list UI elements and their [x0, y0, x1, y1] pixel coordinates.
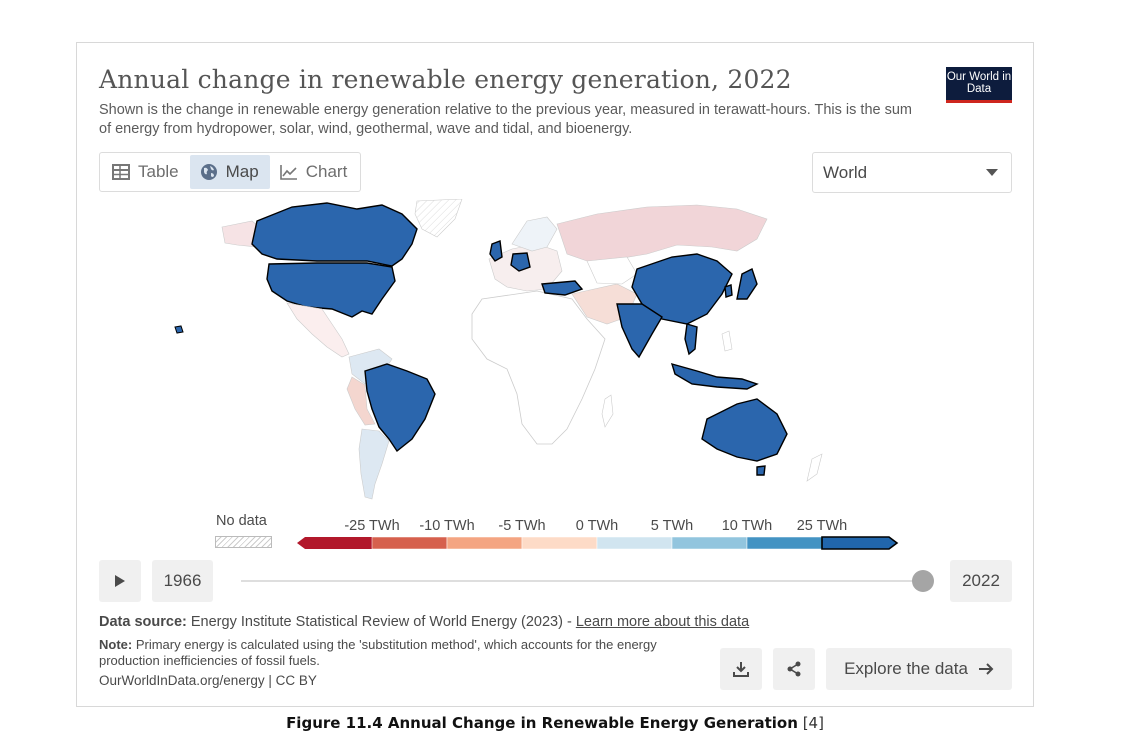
timeline-handle[interactable]	[912, 570, 934, 592]
chart-subtitle: Shown is the change in renewable energy …	[99, 102, 912, 137]
map-australia[interactable]	[701, 398, 788, 462]
map-india[interactable]	[616, 303, 663, 359]
timeline-start-year[interactable]: 1966	[152, 560, 213, 602]
tab-map-label: Map	[225, 162, 259, 181]
legend-no-data-label: No data	[216, 513, 267, 529]
learn-more-link[interactable]: Learn more about this data	[575, 614, 750, 630]
map-japan[interactable]	[736, 268, 758, 300]
chart-title: Annual change in renewable energy genera…	[99, 65, 792, 94]
tab-chart[interactable]: Chart	[270, 155, 359, 189]
map-korea[interactable]	[724, 284, 733, 298]
map-brazil[interactable]	[364, 363, 436, 453]
caption-reference: [4]	[802, 714, 824, 732]
map-central-asia[interactable]	[586, 256, 638, 285]
source-text: Energy Institute Statistical Review of W…	[190, 614, 576, 630]
legend-bin[interactable]	[446, 536, 523, 550]
timeline-track[interactable]	[241, 580, 925, 582]
map-usa[interactable]	[266, 262, 396, 318]
timeline-end-year[interactable]: 2022	[950, 560, 1012, 602]
chevron-down-icon	[986, 169, 998, 176]
map-scandinavia[interactable]	[511, 216, 558, 252]
region-select[interactable]: World	[812, 152, 1012, 193]
legend-tick-label: -5 TWh	[498, 518, 545, 534]
timeline: 1966 2022	[99, 560, 1012, 602]
caption-text: Figure 11.4 Annual Change in Renewable E…	[286, 714, 798, 732]
map-greenland[interactable]	[414, 199, 463, 238]
map-vietnam[interactable]	[684, 323, 698, 356]
legend-tick-label: 10 TWh	[722, 518, 773, 534]
map-germany[interactable]	[510, 252, 531, 272]
map-hawaii[interactable]	[174, 325, 184, 334]
legend-tick-label: -25 TWh	[344, 518, 399, 534]
legend-tick-label: 0 TWh	[576, 518, 618, 534]
legend-tick-label: -10 TWh	[419, 518, 474, 534]
note-label: Note:	[99, 637, 133, 652]
legend-bin[interactable]	[671, 536, 748, 550]
map-uk[interactable]	[489, 240, 503, 262]
map-indonesia[interactable]	[670, 362, 759, 390]
explore-label: Explore the data	[844, 659, 968, 678]
map-turkey[interactable]	[541, 280, 584, 296]
world-map[interactable]	[117, 199, 947, 509]
source-label: Data source:	[99, 614, 187, 630]
globe-icon	[200, 164, 217, 180]
tab-table-label: Table	[138, 162, 179, 181]
legend-bin[interactable]	[371, 536, 448, 550]
map-russia[interactable]	[556, 204, 768, 262]
table-icon	[112, 164, 130, 180]
data-source: Data source: Energy Institute Statistica…	[99, 614, 749, 630]
view-tabs: Table Map Chart	[99, 152, 362, 192]
figure-caption: Figure 11.4 Annual Change in Renewable E…	[0, 714, 1110, 732]
download-icon	[733, 662, 749, 677]
map-new-zealand[interactable]	[806, 453, 823, 482]
chart-card: Annual change in renewable energy genera…	[76, 42, 1034, 707]
map-madagascar[interactable]	[601, 394, 614, 428]
map-canada[interactable]	[251, 202, 418, 267]
owid-logo[interactable]: Our World in Data	[946, 67, 1012, 103]
map-tasmania[interactable]	[756, 465, 766, 476]
arrow-right-icon	[978, 663, 994, 675]
tab-chart-label: Chart	[305, 162, 348, 181]
play-icon	[115, 575, 125, 587]
map-peru[interactable]	[346, 376, 376, 426]
share-icon	[787, 661, 801, 677]
legend-tick-label: 25 TWh	[797, 518, 848, 534]
play-button[interactable]	[99, 560, 141, 602]
legend-bin[interactable]	[596, 536, 673, 550]
legend-no-data-swatch	[215, 536, 272, 548]
tab-map[interactable]: Map	[189, 155, 270, 189]
note: Note: Primary energy is calculated using…	[99, 637, 699, 669]
legend-bin[interactable]	[746, 536, 823, 550]
region-select-value: World	[823, 162, 868, 182]
download-button[interactable]	[720, 648, 762, 690]
map-africa[interactable]	[471, 290, 606, 445]
legend-color-bar: -25 TWh -10 TWh -5 TWh 0 TWh 5 TWh 10 TWh 25 T…	[297, 518, 899, 550]
citation[interactable]: OurWorldInData.org/energy | CC BY	[99, 673, 317, 688]
line-chart-icon	[279, 165, 297, 180]
map-philippines[interactable]	[721, 330, 733, 352]
map-legend: No data -25 TWh -10 TWh -5 TWh 0 TWh 5 TWh 10…	[207, 510, 907, 555]
legend-bin[interactable]	[821, 536, 899, 550]
note-text: Primary energy is calculated using the '…	[99, 637, 657, 668]
tab-table[interactable]: Table	[102, 155, 190, 189]
explore-data-button[interactable]: Explore the data	[826, 648, 1012, 690]
share-button[interactable]	[773, 648, 815, 690]
legend-bin[interactable]	[297, 537, 372, 549]
map-mexico[interactable]	[286, 302, 350, 358]
map-china[interactable]	[631, 253, 733, 325]
legend-bin[interactable]	[521, 536, 598, 550]
legend-tick-label: 5 TWh	[651, 518, 693, 534]
map-argentina[interactable]	[358, 428, 390, 500]
